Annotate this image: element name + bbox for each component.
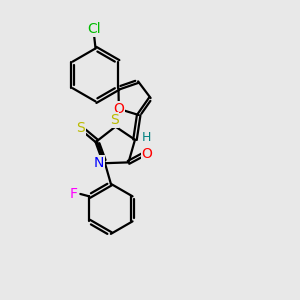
Text: O: O xyxy=(113,102,124,116)
Text: F: F xyxy=(70,187,78,201)
Text: N: N xyxy=(93,156,104,170)
Text: S: S xyxy=(110,113,118,127)
Text: H: H xyxy=(141,131,151,144)
Text: S: S xyxy=(76,121,85,135)
Text: Cl: Cl xyxy=(87,22,101,36)
Text: O: O xyxy=(142,147,152,161)
